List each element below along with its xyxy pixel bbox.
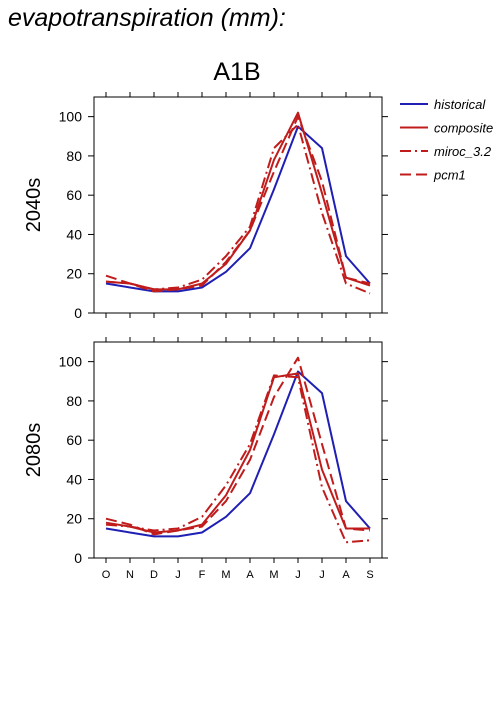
panel-2080s: 0 20 40 60 80 100 O N D J F M A M J J A S 2080s — [23, 337, 388, 581]
series-line-composite — [105, 372, 370, 534]
series-line-miroc-3-2 — [105, 123, 371, 295]
panel-2040s: 0 20 40 60 80 100 2040s — [23, 92, 388, 321]
y-tick-label: 40 — [66, 226, 82, 242]
y-tick-label: 100 — [59, 109, 83, 125]
y-tick-label: 60 — [66, 187, 82, 203]
x-tick-label: J — [295, 569, 301, 581]
series-line-pcm1 — [105, 356, 371, 536]
series-line-historical — [105, 125, 371, 293]
legend-label: historical — [434, 97, 486, 112]
x-tick-label: F — [199, 569, 206, 581]
x-tick-label: N — [126, 569, 134, 581]
series-line-composite — [105, 111, 371, 291]
y-tick-label: 20 — [66, 511, 82, 527]
page-title: evapotranspiration (mm): — [8, 4, 286, 32]
x-tick-label: O — [102, 569, 111, 581]
y-tick-label: 60 — [66, 432, 82, 448]
legend-label: composite — [434, 121, 493, 136]
legend-label: miroc_3.2 — [434, 144, 492, 159]
x-tick-label: J — [319, 569, 325, 581]
x-tick-label: A — [246, 569, 254, 581]
x-tick-label: M — [221, 569, 230, 581]
y-tick-label: 40 — [66, 471, 82, 487]
x-tick-label: S — [366, 569, 373, 581]
plot-frame — [93, 96, 383, 314]
y-tick-label: 80 — [66, 148, 82, 164]
legend-label: pcm1 — [433, 168, 466, 183]
x-tick-label: J — [175, 569, 181, 581]
series-line-pcm1 — [105, 115, 371, 293]
series-line-miroc-3-2 — [105, 374, 371, 544]
series-line-historical — [105, 370, 371, 538]
x-tick-label: A — [342, 569, 350, 581]
scenario-title: A1B — [213, 58, 260, 86]
y-tick-label: 0 — [74, 305, 82, 321]
x-tick-label: D — [150, 569, 158, 581]
plot-frame — [93, 341, 383, 559]
x-tick-label: M — [269, 569, 278, 581]
row-label: 2080s — [23, 423, 45, 478]
row-label: 2040s — [23, 178, 45, 233]
y-tick-label: 80 — [66, 393, 82, 409]
y-tick-label: 100 — [59, 354, 83, 370]
y-tick-label: 20 — [66, 266, 82, 282]
y-tick-label: 0 — [74, 550, 82, 566]
legend: historical composite miroc_3.2 pcm1 — [400, 97, 493, 183]
